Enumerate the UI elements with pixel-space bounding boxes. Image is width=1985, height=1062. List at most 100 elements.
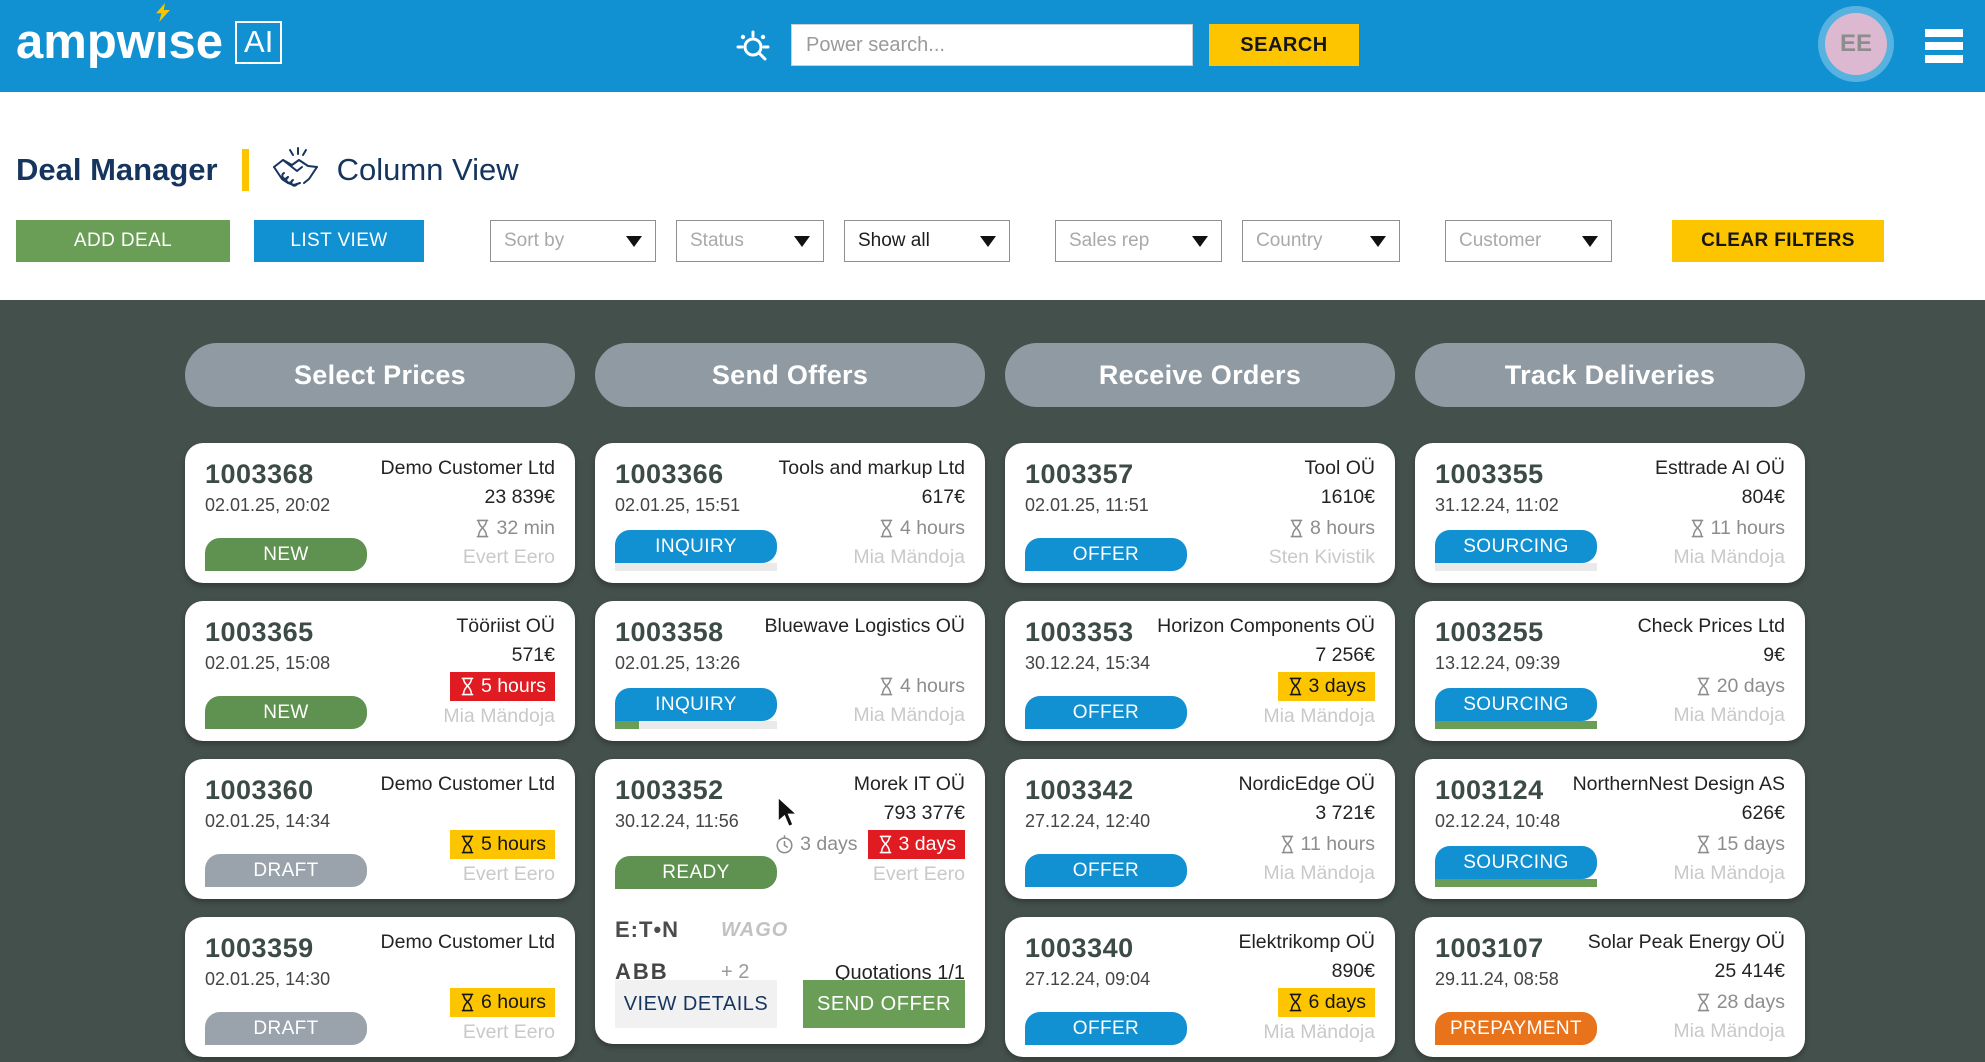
user-avatar[interactable]: EE xyxy=(1825,13,1887,75)
deal-id: 1003124 xyxy=(1435,775,1544,805)
lightning-bolt-icon xyxy=(156,3,170,22)
deal-card[interactable]: 1003107 29.11.24, 08:58 Solar Peak Energy … xyxy=(1415,917,1805,1057)
customer-name: Morek IT OÜ xyxy=(853,773,965,795)
deal-datetime: 02.12.24, 10:48 xyxy=(1435,811,1561,831)
deal-card[interactable]: 1003360 02.01.25, 14:34 Demo Customer Ltd 5… xyxy=(185,759,575,899)
view-details-button[interactable]: VIEW DETAILS xyxy=(615,980,777,1028)
deal-price: 626€ xyxy=(1741,802,1785,824)
deal-id: 1003365 xyxy=(205,617,314,647)
deal-card[interactable]: 1003355 31.12.24, 11:02 Esttrade AI OÜ 804€… xyxy=(1415,443,1805,583)
hourglass-icon xyxy=(477,519,489,537)
deal-card[interactable]: 1003357 02.01.25, 11:51 Tool OÜ 1610€ 8 hour… xyxy=(1005,443,1395,583)
customer-name: Check Prices Ltd xyxy=(1637,615,1785,637)
deal-card-left: 1003365 02.01.25, 15:08 xyxy=(205,617,555,674)
deal-datetime: 30.12.24, 11:56 xyxy=(615,811,739,831)
deal-card[interactable]: 1003342 27.12.24, 12:40 NordicEdge OÜ 3 721… xyxy=(1005,759,1395,899)
progress-bar xyxy=(1435,563,1597,571)
deal-price xyxy=(381,960,555,983)
time-left: 32 min xyxy=(474,517,555,540)
search-input[interactable] xyxy=(791,24,1193,66)
deal-time-row: 11 hours xyxy=(1655,514,1785,542)
sales-rep-dropdown[interactable]: Sales rep xyxy=(1055,220,1222,262)
deal-price: 25 414€ xyxy=(1714,960,1786,982)
board-column-receive-orders: Receive Orders 1003357 02.01.25, 11:51 Tool… xyxy=(1005,343,1395,1062)
status-dropdown[interactable]: Status xyxy=(676,220,824,262)
sales-rep: Mia Mändoja xyxy=(1263,705,1375,727)
deal-time-row: 15 days xyxy=(1573,830,1785,858)
hourglass-icon xyxy=(461,993,474,1012)
customer-name: Bluewave Logistics OÜ xyxy=(764,615,965,637)
supplier-section: E:T•N WAGO ABB + 2 Quotations 1/1 xyxy=(615,917,965,985)
menu-icon[interactable] xyxy=(1925,29,1963,68)
customer-name: Tool OÜ xyxy=(1304,457,1375,479)
chevron-down-icon xyxy=(980,235,996,247)
deal-card[interactable]: 1003366 02.01.25, 15:51 Tools and markup L… xyxy=(595,443,985,583)
deal-price: 7 256€ xyxy=(1315,644,1375,666)
deal-time-row: 32 min xyxy=(381,514,555,542)
status-badge-wrap: READY xyxy=(615,856,777,889)
deal-datetime: 02.01.25, 15:08 xyxy=(205,653,331,673)
search-button[interactable]: SEARCH xyxy=(1209,24,1359,66)
hourglass-icon xyxy=(1290,519,1303,537)
deal-board: Select Prices 1003368 02.01.25, 20:02 Demo … xyxy=(0,300,1985,1062)
add-deal-button[interactable]: ADD DEAL xyxy=(16,220,230,262)
status-badge-wrap: SOURCING xyxy=(1435,530,1597,571)
hourglass-icon xyxy=(1697,993,1710,1011)
deal-card-right: Demo Customer Ltd 23 839€ 32 min Evert Eero xyxy=(381,457,555,569)
country-dropdown[interactable]: Country xyxy=(1242,220,1400,262)
deal-card[interactable]: 1003124 02.12.24, 10:48 NorthernNest Desig… xyxy=(1415,759,1805,899)
deal-card[interactable]: 1003340 27.12.24, 09:04 Elektrikomp OÜ 890€… xyxy=(1005,917,1395,1057)
customer-name: Tööriist OÜ xyxy=(456,615,555,637)
status-badge-wrap: INQUIRY xyxy=(615,530,777,571)
time-left: 4 hours xyxy=(878,675,965,698)
deal-price: 617€ xyxy=(921,486,965,508)
deal-card[interactable]: 1003255 13.12.24, 09:39 Check Prices Ltd 9€… xyxy=(1415,601,1805,741)
status-badge-wrap: OFFER xyxy=(1025,854,1187,887)
deal-card[interactable]: 1003352 30.12.24, 11:56 READY Morek IT OÜ 79… xyxy=(595,759,985,1044)
deal-card-right: Bluewave Logistics OÜ 4 hours Mia Mändoja xyxy=(764,615,965,727)
clear-filters-button[interactable]: CLEAR FILTERS xyxy=(1672,220,1884,262)
sales-rep: Evert Eero xyxy=(462,546,555,568)
power-search-icon xyxy=(736,30,770,61)
clock-icon xyxy=(776,835,793,854)
deal-card-left: 1003359 02.01.25, 14:30 xyxy=(205,933,555,990)
hourglass-icon xyxy=(879,835,891,854)
customer-name: NorthernNest Design AS xyxy=(1572,773,1785,795)
deal-datetime: 27.12.24, 12:40 xyxy=(1025,811,1151,831)
deal-datetime: 02.01.25, 13:26 xyxy=(615,653,741,673)
deal-id: 1003359 xyxy=(205,933,314,963)
deal-id: 1003255 xyxy=(1435,617,1544,647)
deal-card-right: Demo Customer Ltd 6 hours Evert Eero xyxy=(381,931,555,1044)
status-badge: OFFER xyxy=(1025,854,1187,887)
deal-card-left: 1003124 02.12.24, 10:48 xyxy=(1435,775,1785,832)
time-left: 3 days xyxy=(774,833,858,856)
deal-card[interactable]: 1003359 02.01.25, 14:30 Demo Customer Ltd 6… xyxy=(185,917,575,1057)
time-left-badge: 5 hours xyxy=(449,672,555,701)
deal-datetime: 02.01.25, 11:51 xyxy=(1025,495,1149,515)
deal-card-right: Solar Peak Energy OÜ 25 414€ 28 days Mia Mä… xyxy=(1588,931,1785,1043)
list-view-button[interactable]: LIST VIEW xyxy=(254,220,424,262)
deal-card-right: Check Prices Ltd 9€ 20 days Mia Mändoja xyxy=(1638,615,1785,727)
deal-datetime: 02.01.25, 15:51 xyxy=(615,495,741,515)
show-all-dropdown[interactable]: Show all xyxy=(844,220,1010,262)
send-offer-button[interactable]: SEND OFFER xyxy=(803,980,965,1028)
deal-id: 1003357 xyxy=(1025,459,1134,489)
deal-card[interactable]: 1003368 02.01.25, 20:02 Demo Customer Ltd 2… xyxy=(185,443,575,583)
deal-card[interactable]: 1003353 30.12.24, 15:34 Horizon Components… xyxy=(1005,601,1395,741)
status-badge: SOURCING xyxy=(1435,530,1597,563)
toolbar: Deal Manager Column View ADD DEAL LIST V… xyxy=(0,92,1985,300)
column-header: Receive Orders xyxy=(1005,343,1395,407)
column-header: Send Offers xyxy=(595,343,985,407)
deal-price: 571€ xyxy=(511,644,555,666)
deal-time-row: 20 days xyxy=(1638,672,1785,700)
customer-dropdown[interactable]: Customer xyxy=(1445,220,1612,262)
status-badge: PREPAYMENT xyxy=(1435,1012,1597,1045)
deal-card[interactable]: 1003358 02.01.25, 13:26 Bluewave Logistics… xyxy=(595,601,985,741)
customer-name: Demo Customer Ltd xyxy=(380,773,555,795)
deal-time-row: 5 hours xyxy=(381,830,555,859)
deal-card[interactable]: 1003365 02.01.25, 15:08 Tööriist OÜ 571€ 5 h… xyxy=(185,601,575,741)
sort-by-dropdown[interactable]: Sort by xyxy=(490,220,656,262)
hourglass-icon xyxy=(880,677,893,695)
deal-datetime: 27.12.24, 09:04 xyxy=(1025,969,1151,989)
status-badge: DRAFT xyxy=(205,854,367,887)
